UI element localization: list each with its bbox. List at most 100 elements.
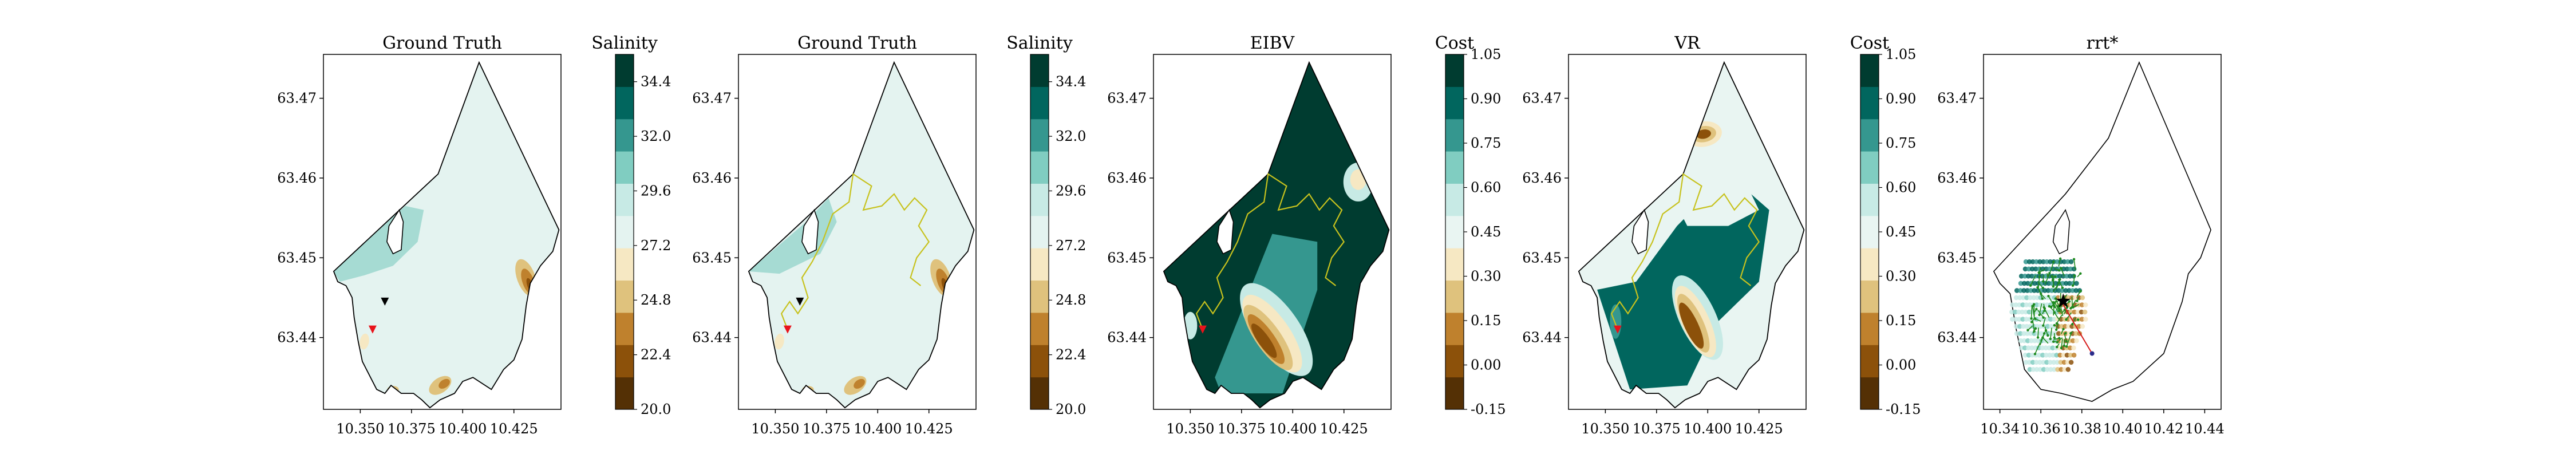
candidate-location [2043,345,2049,350]
candidate-location [2038,331,2044,336]
colorbar-segment [1860,183,1879,216]
candidate-location [2010,317,2015,322]
tree-node [2057,269,2061,272]
candidate-location [2009,309,2014,315]
x-tick-label: 10.42 [2144,421,2183,437]
tree-node [2068,300,2071,303]
candidate-location [2059,367,2064,372]
colorbar-tick-label: 0.60 [1886,180,1916,196]
tree-edge [2044,326,2049,336]
tree-edge [2066,334,2072,347]
tree-node [2033,330,2036,333]
y-tick-label: 63.44 [1107,330,1147,346]
x-tick-label: 10.425 [1320,421,1368,437]
candidate-location [2023,259,2029,264]
tree-node [2065,339,2068,343]
candidate-location [2068,259,2074,264]
tree-node [2063,297,2066,299]
candidate-location [2048,309,2053,315]
tree-node [2059,278,2061,281]
colorbar-tick-label: 0.30 [1886,269,1916,285]
colorbar-tick-label: 0.45 [1886,224,1916,240]
colorbar-label: Cost [1435,33,1474,53]
candidate-location [2018,338,2024,344]
tree-node [2032,303,2036,306]
candidate-location [2068,360,2074,365]
candidate-location [2052,317,2057,322]
y-tick-label: 63.47 [1937,90,1977,106]
candidate-location [2032,338,2037,344]
candidate-location [2036,338,2041,344]
candidate-location [2063,323,2068,329]
tree-node [2060,346,2063,350]
candidate-location [2022,345,2028,350]
colorbar-segment [1445,377,1464,410]
tree-node [2036,336,2040,339]
tree-node [2056,345,2059,349]
tree-edge [2060,305,2064,317]
tree-edge [2058,258,2061,267]
candidate-location [2029,345,2034,350]
colorbar-segment [1030,215,1049,248]
candidate-location [2069,323,2075,329]
tree-node [2073,274,2076,277]
map-field [1163,62,1389,408]
tree-node [2052,285,2055,288]
candidate-location [2028,288,2033,293]
tree-node [2072,258,2076,261]
tree-edge [2056,314,2063,324]
map-plot-area [738,54,977,410]
candidate-location [2082,309,2088,315]
colorbar-segment [1860,86,1879,120]
tree-edge [2061,338,2063,348]
map-field [1578,62,1804,408]
tree-node [2057,309,2061,313]
y-tick-label: 63.45 [692,250,732,266]
y-axis-ticks: 63.47 63.46 63.45 63.44 [1107,90,1153,346]
tree-node [2053,301,2056,305]
tree-edge [2050,262,2055,273]
colorbar-segment [615,377,634,410]
current-marker [796,297,804,306]
colorbar-segment [1445,86,1464,120]
tree-node [2038,275,2041,278]
y-tick-label: 63.46 [692,170,732,186]
panel-title: rrt* [2087,33,2119,53]
colorbar-tick-label: 32.0 [641,128,671,144]
candidate-location [2030,367,2036,372]
colorbar-frame [615,54,634,410]
candidate-location [2021,281,2027,286]
candidate-location [2026,274,2031,279]
x-tick-label: 10.350 [1581,421,1629,437]
tree-node [2071,306,2074,309]
candidate-location [2026,266,2032,272]
start-marker [1613,325,1622,334]
candidate-location [2037,367,2043,372]
colorbar-tick-label: 34.4 [1056,74,1086,90]
candidate-location [2031,295,2036,301]
candidate-location [2025,331,2030,336]
candidate-location [2060,331,2065,336]
colorbar-segment [1030,151,1049,184]
candidate-location [2067,281,2072,286]
candidate-location [2048,317,2053,322]
colorbar-tick-label: 0.75 [1471,135,1501,151]
candidate-location [2048,360,2053,365]
panel-title: EIBV [1250,33,1295,53]
colorbar-tick-label: 22.4 [1056,347,1086,363]
colorbar-segment [615,345,634,378]
candidate-location [2032,288,2037,293]
x-tick-label: 10.400 [1269,421,1317,437]
tree-edge [2052,283,2060,293]
candidate-location [2050,345,2056,350]
tree-node [2042,280,2045,283]
colorbar-segment [1445,54,1464,87]
candidate-location [2079,317,2085,322]
tree-node [2054,275,2057,278]
x-axis-ticks: 10.34 10.36 10.38 10.40 10.42 10.44 [1980,409,2225,437]
colorbar-tick-label: 0.00 [1471,357,1501,373]
start-marker [368,325,377,334]
tree-node [2065,318,2068,321]
tree-node [2052,340,2055,343]
